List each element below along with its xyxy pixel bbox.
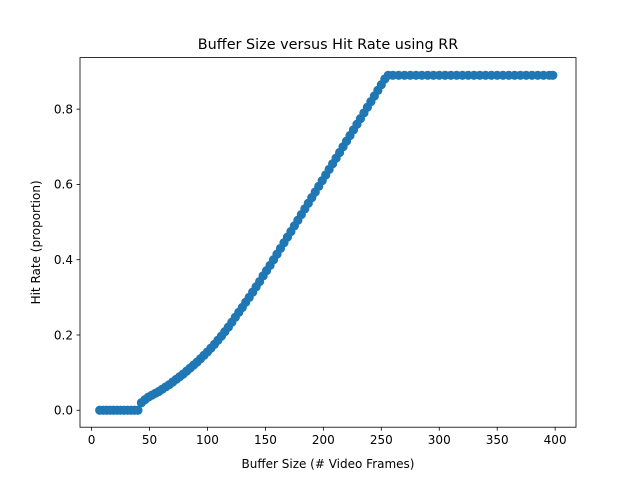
- x-tick-label: 100: [196, 433, 219, 447]
- data-points: [95, 70, 558, 415]
- y-axis-ticks: 0.0 0.2 0.4 0.6 0.8: [54, 102, 80, 418]
- data-point: [133, 405, 143, 415]
- x-tick-label: 250: [370, 433, 393, 447]
- x-tick-label: 50: [142, 433, 157, 447]
- y-axis-label: Hit Rate (proportion): [29, 180, 43, 304]
- data-point: [548, 70, 558, 80]
- x-tick-label: 350: [486, 433, 509, 447]
- y-tick-label: 0.0: [54, 404, 73, 418]
- chart-title: Buffer Size versus Hit Rate using RR: [198, 37, 458, 53]
- plot-frame: [79, 57, 577, 428]
- y-tick-label: 0.4: [54, 253, 73, 267]
- x-tick-label: 0: [88, 433, 96, 447]
- x-tick-label: 400: [544, 433, 567, 447]
- y-tick-label: 0.2: [54, 328, 73, 342]
- x-axis-ticks: 0 50 100 150 200 250 300 350 400: [88, 427, 567, 447]
- y-tick-label: 0.8: [54, 102, 73, 116]
- x-tick-label: 300: [428, 433, 451, 447]
- y-tick-label: 0.6: [54, 178, 73, 192]
- x-axis-label: Buffer Size (# Video Frames): [242, 457, 415, 471]
- x-tick-label: 200: [312, 433, 335, 447]
- x-tick-label: 150: [254, 433, 277, 447]
